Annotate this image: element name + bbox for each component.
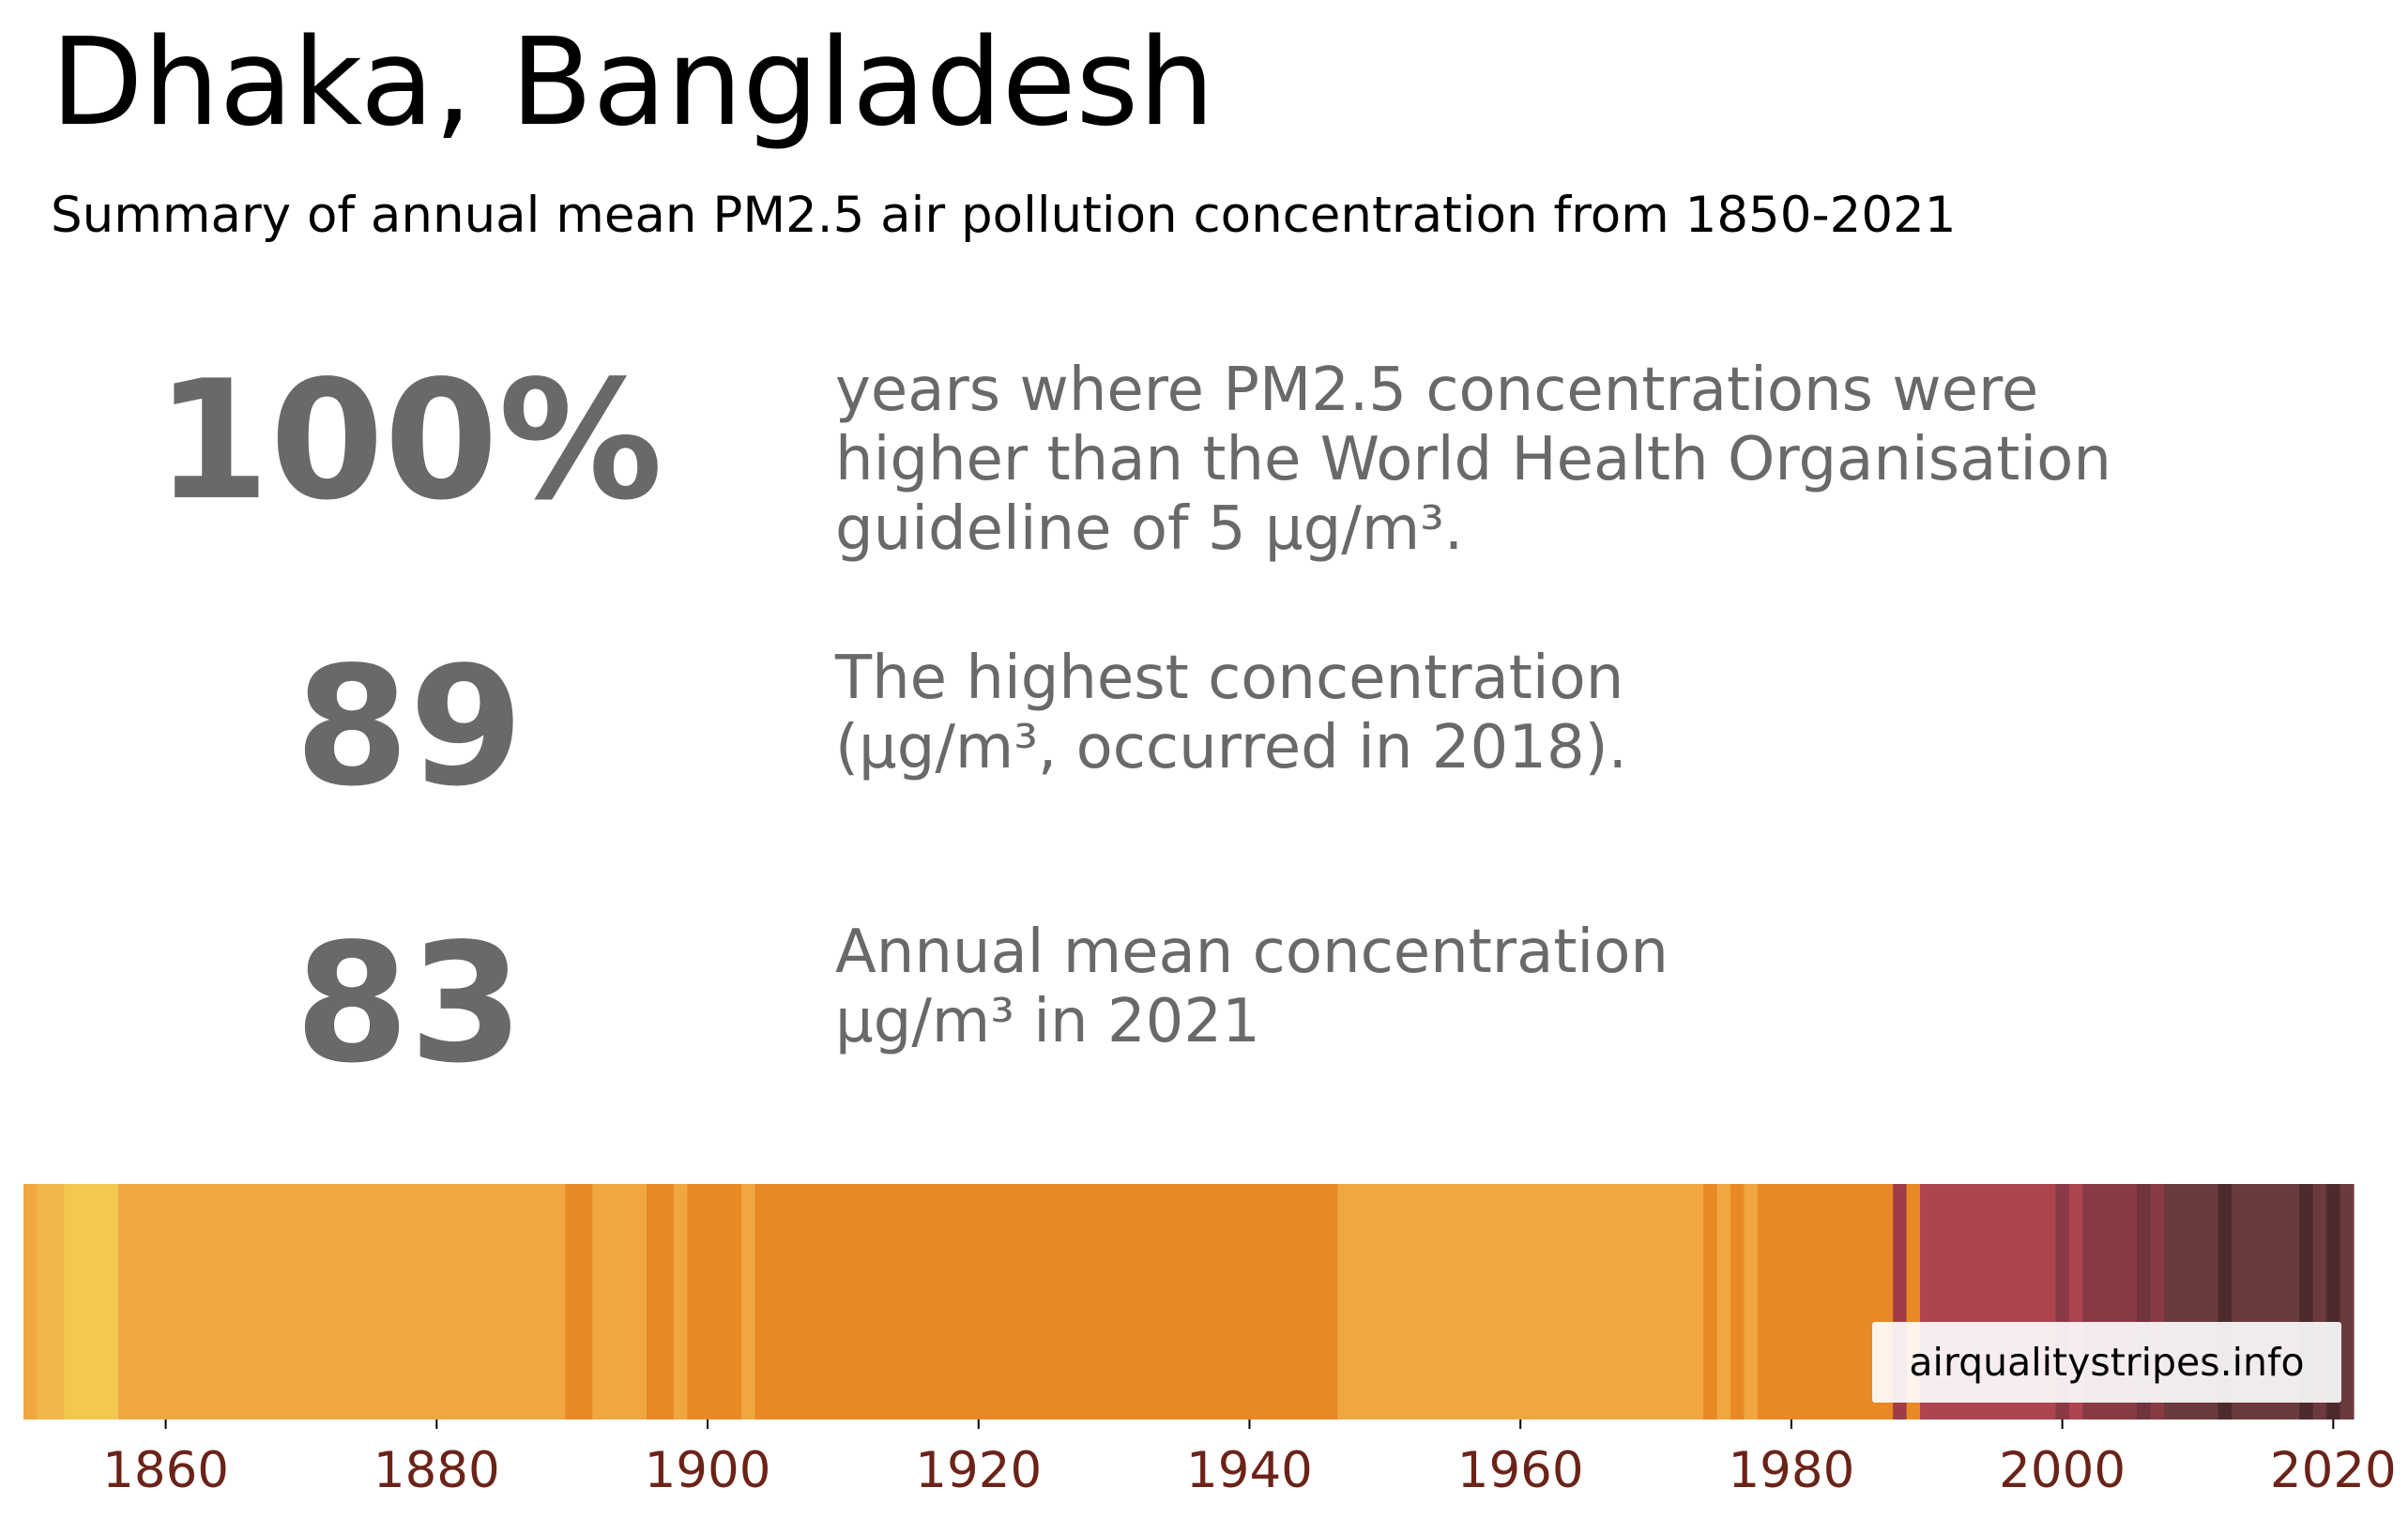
- x-tick-label: 1880: [373, 1442, 500, 1499]
- stat-highest-line: The highest concentration: [835, 644, 1624, 713]
- stripe: [565, 1184, 593, 1419]
- stat-percent-line: guideline of 5 µg/m³.: [835, 494, 1464, 564]
- stripes-group: [23, 1184, 2355, 1419]
- x-tick-label: 1960: [1457, 1442, 1584, 1499]
- stripe: [1703, 1184, 1718, 1419]
- stripe: [1757, 1184, 1894, 1419]
- stripe: [1716, 1184, 1731, 1419]
- x-tick-label: 1900: [645, 1442, 771, 1499]
- x-tick-label: 2000: [1999, 1442, 2126, 1499]
- page-subtitle: Summary of annual mean PM2.5 air polluti…: [51, 187, 1957, 244]
- x-tick-label: 1980: [1728, 1442, 1854, 1499]
- stripe: [647, 1184, 675, 1419]
- stat-current-value: 83: [295, 909, 524, 1100]
- stripe: [2339, 1184, 2355, 1419]
- stat-current-line: Annual mean concentration: [835, 918, 1669, 987]
- stripe: [1337, 1184, 1704, 1419]
- stat-highest-line: (µg/m³, occurred in 2018).: [835, 713, 1627, 782]
- stripe: [687, 1184, 742, 1419]
- stripe: [64, 1184, 119, 1419]
- x-axis: 1860 1880 1900 1920 1940 1960 1980 2000 2020: [102, 1419, 2397, 1499]
- stat-percent-line: higher than the World Health Organisatio…: [835, 425, 2111, 494]
- stripe: [754, 1184, 1338, 1419]
- stat-highest-value: 89: [295, 632, 524, 823]
- x-tick-label: 1940: [1186, 1442, 1313, 1499]
- stat-current-description: Annual mean concentration µg/m³ in 2021: [835, 918, 1669, 1056]
- stat-percent-value: 100%: [155, 346, 663, 537]
- stat-percent-description: years where PM2.5 concentrations were hi…: [835, 356, 2111, 564]
- stripe: [23, 1184, 38, 1419]
- stripe: [37, 1184, 65, 1419]
- stripe: [741, 1184, 756, 1419]
- stat-highest-description: The highest concentration (µg/m³, occurr…: [835, 644, 1627, 782]
- x-tick-label: 1860: [102, 1442, 229, 1499]
- stripe: [118, 1184, 567, 1419]
- stripe: [1730, 1184, 1745, 1419]
- stripe: [673, 1184, 688, 1419]
- stripe: [592, 1184, 648, 1419]
- page-title: Dhaka, Bangladesh: [51, 13, 1215, 153]
- stripe: [1744, 1184, 1759, 1419]
- x-tick-label: 1920: [915, 1442, 1042, 1499]
- stat-current-line: µg/m³ in 2021: [835, 987, 1260, 1056]
- stat-percent-line: years where PM2.5 concentrations were: [835, 356, 2039, 425]
- credit-label: airqualitystripes.info: [1872, 1322, 2341, 1403]
- x-tick-label: 2020: [2270, 1442, 2397, 1499]
